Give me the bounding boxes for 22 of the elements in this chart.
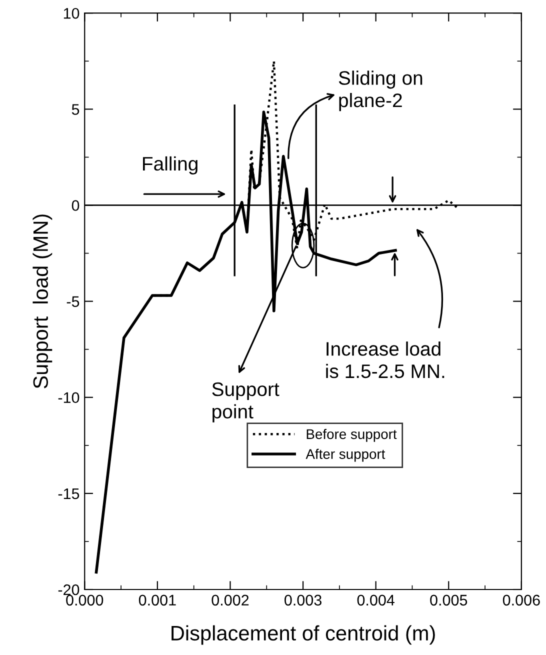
y-tick-label: -20	[58, 584, 80, 596]
annotation: Falling	[143, 156, 198, 174]
y-tick-label: 5	[72, 104, 80, 115]
annotation: Sliding on plane-2	[338, 70, 422, 112]
y-tick-label: -15	[58, 488, 80, 500]
y-axis-title: Support load (MN)	[32, 214, 52, 388]
y-tick-label: 0	[72, 200, 80, 211]
x-tick-label: 0.001	[138, 594, 176, 606]
x-tick-label: 0.006	[502, 594, 540, 606]
y-tick-label: -5	[66, 296, 80, 307]
annotation: Support point	[212, 382, 280, 422]
x-tick-label: 0.002	[212, 594, 249, 606]
x-axis-title: Displacement of centroid (m)	[172, 625, 435, 645]
x-tick-label: 0.004	[357, 594, 394, 606]
legend-label: After support	[306, 448, 386, 462]
legend-label: Before support	[306, 428, 397, 442]
x-tick-label: 0.005	[430, 594, 468, 606]
annotation: Increase load is 1.5-2.5 MN.	[326, 342, 444, 378]
x-tick-label: 0.000	[66, 594, 104, 606]
x-tick-label: 0.003	[284, 594, 322, 606]
y-tick-label: 10	[64, 8, 80, 19]
y-tick-label: -10	[58, 392, 80, 404]
